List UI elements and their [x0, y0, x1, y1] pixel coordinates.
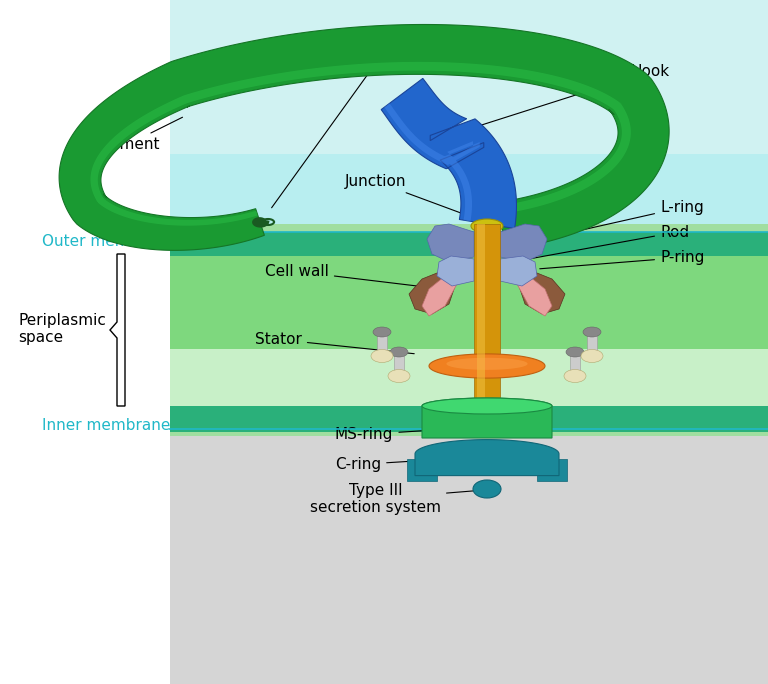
Polygon shape [415, 440, 559, 475]
Ellipse shape [390, 347, 408, 357]
Polygon shape [170, 436, 768, 684]
Polygon shape [170, 224, 768, 232]
Ellipse shape [422, 398, 552, 414]
Polygon shape [91, 62, 631, 226]
Polygon shape [477, 224, 485, 414]
Polygon shape [500, 256, 537, 286]
Polygon shape [170, 0, 768, 534]
Polygon shape [170, 349, 768, 406]
Polygon shape [437, 256, 474, 286]
Text: Cell wall: Cell wall [265, 264, 439, 289]
Polygon shape [570, 354, 580, 376]
Polygon shape [170, 256, 768, 349]
Polygon shape [170, 349, 768, 406]
Ellipse shape [583, 327, 601, 337]
Polygon shape [427, 224, 474, 262]
Polygon shape [429, 354, 545, 378]
Ellipse shape [388, 369, 410, 382]
Text: Inner membrane: Inner membrane [42, 419, 170, 434]
Text: Stator: Stator [255, 332, 414, 354]
Polygon shape [170, 232, 768, 256]
Text: Type III
secretion system: Type III secretion system [310, 483, 495, 515]
Polygon shape [384, 103, 480, 222]
Text: Outer membrane: Outer membrane [42, 235, 174, 250]
Ellipse shape [473, 480, 501, 498]
Ellipse shape [564, 369, 586, 382]
Text: Tip: Tip [272, 34, 403, 208]
Polygon shape [406, 460, 436, 481]
Polygon shape [170, 432, 768, 436]
Text: Junction: Junction [345, 174, 466, 215]
Polygon shape [170, 154, 768, 224]
Polygon shape [587, 334, 597, 356]
Polygon shape [377, 334, 387, 356]
Polygon shape [538, 460, 568, 481]
Polygon shape [422, 398, 552, 438]
Polygon shape [59, 25, 669, 250]
Ellipse shape [371, 350, 393, 363]
Text: Hook: Hook [449, 64, 669, 135]
Text: MS-ring: MS-ring [335, 426, 495, 442]
Polygon shape [519, 269, 565, 314]
Polygon shape [474, 224, 500, 414]
Text: P-ring: P-ring [540, 250, 704, 269]
Polygon shape [394, 354, 404, 376]
Polygon shape [500, 224, 547, 262]
Polygon shape [409, 269, 455, 314]
Polygon shape [446, 358, 528, 370]
Polygon shape [517, 276, 552, 316]
Text: Rod: Rod [504, 225, 689, 263]
Text: Filament: Filament [95, 117, 183, 152]
Polygon shape [422, 276, 457, 316]
Text: C-ring: C-ring [335, 456, 495, 472]
Ellipse shape [581, 350, 603, 363]
Ellipse shape [566, 347, 584, 357]
Polygon shape [170, 406, 768, 432]
Polygon shape [381, 79, 516, 228]
Ellipse shape [471, 219, 503, 233]
Text: Periplasmic
space: Periplasmic space [18, 313, 106, 345]
Text: L-ring: L-ring [545, 200, 703, 239]
Ellipse shape [373, 327, 391, 337]
